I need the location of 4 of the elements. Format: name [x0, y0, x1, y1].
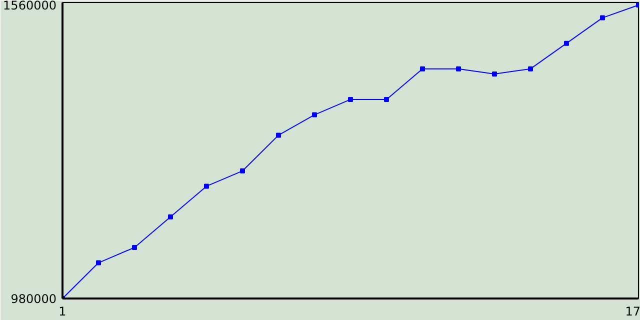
x-tick-label: 17 — [625, 304, 640, 318]
x-tick-label: 1 — [58, 304, 66, 318]
y-tick-label: 1560000 — [3, 0, 57, 12]
y-tick-label: 980000 — [10, 292, 57, 306]
